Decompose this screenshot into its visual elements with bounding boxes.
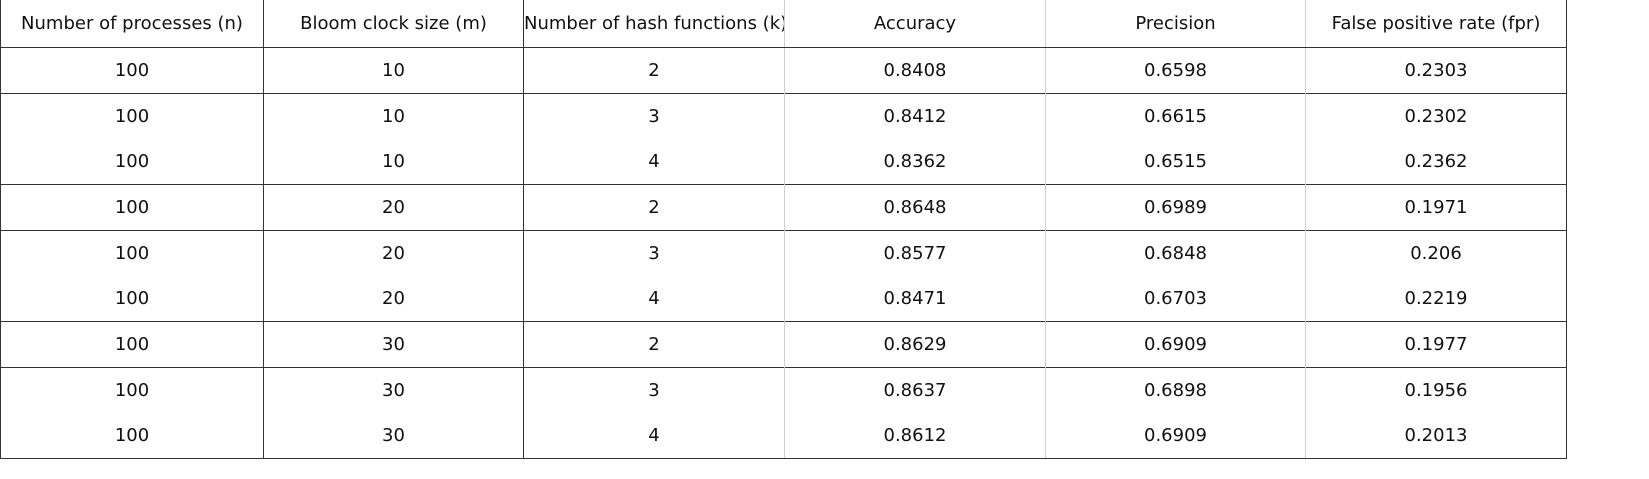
cell-precision: 0.6898 [1045, 367, 1306, 413]
cell-hash-functions: 4 [523, 413, 785, 459]
table-row: 100 10 4 0.8362 0.6515 0.2362 [0, 139, 1567, 185]
cell-hash-functions: 2 [523, 184, 785, 231]
column-header-bloom-clock-size: Bloom clock size (m) [263, 0, 524, 48]
cell-processes: 100 [0, 93, 264, 139]
cell-accuracy: 0.8408 [784, 47, 1046, 94]
results-table: Number of processes (n) Bloom clock size… [0, 0, 1567, 459]
cell-hash-functions: 3 [523, 367, 785, 413]
cell-processes: 100 [0, 413, 264, 459]
cell-false-positive-rate: 0.1977 [1305, 321, 1567, 368]
cell-precision: 0.6848 [1045, 230, 1306, 276]
table-row: 100 10 3 0.8412 0.6615 0.2302 [0, 93, 1567, 139]
cell-bloom-clock-size: 10 [263, 93, 524, 139]
cell-bloom-clock-size: 20 [263, 230, 524, 276]
column-header-hash-functions: Number of hash functions (k) [523, 0, 785, 48]
table-row: 100 30 2 0.8629 0.6909 0.1977 [0, 321, 1567, 368]
cell-processes: 100 [0, 276, 264, 322]
table-row: 100 20 3 0.8577 0.6848 0.206 [0, 230, 1567, 276]
cell-bloom-clock-size: 30 [263, 321, 524, 368]
cell-false-positive-rate: 0.2219 [1305, 276, 1567, 322]
table-row: 100 20 4 0.8471 0.6703 0.2219 [0, 276, 1567, 322]
column-header-false-positive-rate: False positive rate (fpr) [1305, 0, 1567, 48]
cell-processes: 100 [0, 230, 264, 276]
cell-false-positive-rate: 0.2302 [1305, 93, 1567, 139]
cell-hash-functions: 2 [523, 321, 785, 368]
cell-accuracy: 0.8637 [784, 367, 1046, 413]
cell-bloom-clock-size: 20 [263, 184, 524, 231]
cell-precision: 0.6989 [1045, 184, 1306, 231]
results-table-container: Number of processes (n) Bloom clock size… [0, 0, 1567, 459]
column-header-precision: Precision [1045, 0, 1306, 48]
cell-precision: 0.6598 [1045, 47, 1306, 94]
cell-false-positive-rate: 0.206 [1305, 230, 1567, 276]
cell-hash-functions: 4 [523, 139, 785, 185]
cell-processes: 100 [0, 321, 264, 368]
cell-false-positive-rate: 0.2013 [1305, 413, 1567, 459]
cell-false-positive-rate: 0.2362 [1305, 139, 1567, 185]
cell-bloom-clock-size: 10 [263, 47, 524, 94]
table-row: 100 10 2 0.8408 0.6598 0.2303 [0, 47, 1567, 94]
cell-accuracy: 0.8629 [784, 321, 1046, 368]
cell-hash-functions: 3 [523, 93, 785, 139]
cell-bloom-clock-size: 30 [263, 367, 524, 413]
cell-false-positive-rate: 0.1971 [1305, 184, 1567, 231]
cell-precision: 0.6615 [1045, 93, 1306, 139]
cell-accuracy: 0.8648 [784, 184, 1046, 231]
cell-accuracy: 0.8577 [784, 230, 1046, 276]
column-header-accuracy: Accuracy [784, 0, 1046, 48]
table-row: 100 30 3 0.8637 0.6898 0.1956 [0, 367, 1567, 413]
cell-processes: 100 [0, 184, 264, 231]
cell-accuracy: 0.8471 [784, 276, 1046, 322]
cell-false-positive-rate: 0.2303 [1305, 47, 1567, 94]
cell-precision: 0.6909 [1045, 321, 1306, 368]
cell-processes: 100 [0, 47, 264, 94]
cell-hash-functions: 3 [523, 230, 785, 276]
cell-processes: 100 [0, 367, 264, 413]
table-header-row: Number of processes (n) Bloom clock size… [0, 0, 1567, 48]
cell-bloom-clock-size: 30 [263, 413, 524, 459]
cell-processes: 100 [0, 139, 264, 185]
cell-bloom-clock-size: 20 [263, 276, 524, 322]
column-header-processes: Number of processes (n) [0, 0, 264, 48]
cell-precision: 0.6909 [1045, 413, 1306, 459]
cell-hash-functions: 2 [523, 47, 785, 94]
cell-accuracy: 0.8362 [784, 139, 1046, 185]
cell-accuracy: 0.8412 [784, 93, 1046, 139]
cell-precision: 0.6703 [1045, 276, 1306, 322]
table-row: 100 30 4 0.8612 0.6909 0.2013 [0, 413, 1567, 459]
cell-bloom-clock-size: 10 [263, 139, 524, 185]
cell-false-positive-rate: 0.1956 [1305, 367, 1567, 413]
cell-hash-functions: 4 [523, 276, 785, 322]
table-row: 100 20 2 0.8648 0.6989 0.1971 [0, 184, 1567, 231]
cell-accuracy: 0.8612 [784, 413, 1046, 459]
cell-precision: 0.6515 [1045, 139, 1306, 185]
